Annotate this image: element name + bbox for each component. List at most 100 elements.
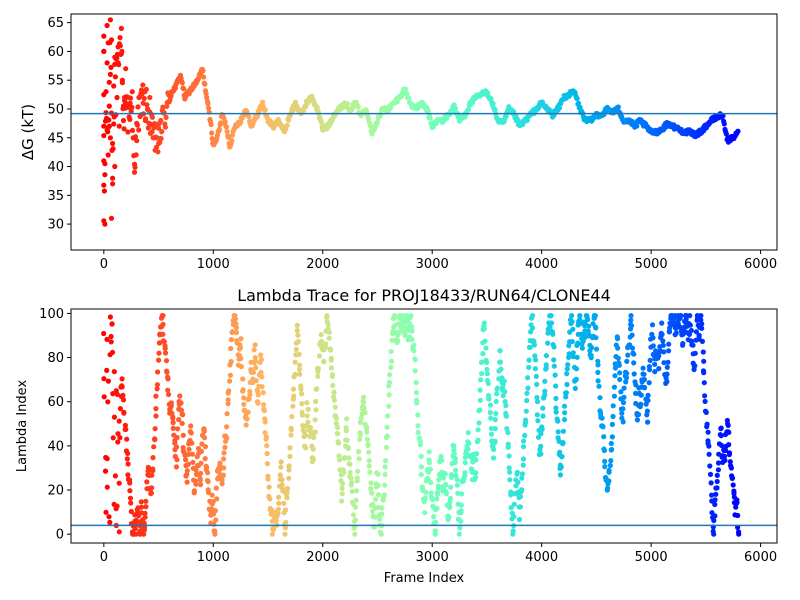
lambda-point <box>335 431 341 437</box>
lambda-point <box>519 475 525 481</box>
lambda-point <box>714 478 720 485</box>
lambda-point <box>551 363 557 369</box>
lambda-point <box>225 401 231 407</box>
lambda-point <box>141 527 147 533</box>
lambda-point <box>454 477 460 483</box>
lambda-point <box>103 509 109 515</box>
lambda-point <box>153 406 159 412</box>
top-chart-y-tick-label: 50 <box>47 102 64 117</box>
lambda-point <box>278 464 284 470</box>
lambda-point <box>109 349 116 355</box>
lambda-point <box>520 456 527 462</box>
lambda-point <box>305 419 311 425</box>
lambda-point <box>220 472 226 478</box>
lambda-point <box>494 391 500 397</box>
lambda-point <box>177 393 183 399</box>
lambda-point <box>361 405 367 411</box>
delta-g-point <box>179 80 185 86</box>
bottom-chart-x-tick-label: 5000 <box>635 550 668 565</box>
delta-g-point <box>132 164 138 170</box>
lambda-point <box>383 444 390 451</box>
lambda-point <box>508 505 514 511</box>
delta-g-point <box>452 105 459 112</box>
lambda-point <box>575 340 581 346</box>
lambda-point <box>413 380 419 386</box>
lambda-point <box>665 359 671 365</box>
lambda-point <box>299 412 305 418</box>
lambda-point <box>564 381 570 388</box>
lambda-point <box>295 338 301 345</box>
lambda-point <box>735 524 741 531</box>
delta-g-point <box>134 120 140 126</box>
lambda-point <box>401 324 407 330</box>
lambda-point <box>149 485 155 491</box>
lambda-point <box>623 379 629 385</box>
lambda-point <box>247 388 253 395</box>
lambda-point <box>224 435 230 441</box>
lambda-point <box>521 438 527 444</box>
lambda-point <box>690 342 696 348</box>
lambda-point <box>337 457 343 463</box>
lambda-point <box>168 403 174 409</box>
lambda-point <box>592 313 598 319</box>
lambda-point <box>530 313 536 319</box>
lambda-point <box>722 457 728 463</box>
lambda-point <box>344 416 350 422</box>
lambda-point <box>162 350 169 356</box>
lambda-point <box>266 484 272 490</box>
bottom-chart-axes-frame <box>70 308 778 544</box>
delta-g-point <box>129 89 135 95</box>
lambda-point <box>326 329 332 335</box>
lambda-point <box>446 514 452 520</box>
lambda-point <box>462 470 468 476</box>
lambda-point <box>411 348 417 354</box>
lambda-point <box>638 392 644 398</box>
delta-g-point <box>110 140 116 147</box>
lambda-point <box>507 477 513 483</box>
lambda-point <box>526 357 532 363</box>
top-chart-x-ticks: 0 1000 2000 3000 4000 5000 6000 <box>100 250 777 272</box>
lambda-point <box>101 394 107 400</box>
lambda-point <box>535 434 542 440</box>
delta-g-point <box>200 68 206 74</box>
lambda-point <box>475 427 481 433</box>
lambda-point <box>386 379 393 386</box>
lambda-point <box>452 455 458 462</box>
delta-g-point <box>107 17 113 23</box>
lambda-point <box>680 341 686 347</box>
lambda-point <box>258 352 264 358</box>
lambda-point <box>426 449 432 455</box>
lambda-point <box>569 339 575 345</box>
lambda-point <box>165 387 171 393</box>
delta-g-point <box>723 131 730 137</box>
lambda-point <box>212 508 218 514</box>
delta-g-point <box>492 107 498 113</box>
lambda-point <box>265 476 271 482</box>
lambda-point <box>453 473 459 479</box>
bottom-chart-y-ticks: 0 20 40 60 80 100 <box>39 307 71 543</box>
lambda-point <box>519 471 526 477</box>
lambda-point <box>631 360 637 366</box>
lambda-point <box>609 446 615 453</box>
lambda-point <box>360 394 367 400</box>
delta-g-point <box>140 100 146 106</box>
lambda-point <box>307 424 313 430</box>
lambda-point <box>156 357 162 363</box>
lambda-point <box>631 371 637 377</box>
lambda-point <box>423 489 429 495</box>
lambda-point <box>428 479 434 486</box>
lambda-point <box>116 480 122 486</box>
lambda-point <box>399 313 405 319</box>
lambda-point <box>150 466 156 472</box>
lambda-point <box>110 391 116 397</box>
lambda-point <box>481 320 487 326</box>
lambda-point <box>221 456 227 462</box>
lambda-point <box>534 381 540 387</box>
delta-g-point <box>110 175 116 181</box>
bottom-chart-x-tick-label: 3000 <box>416 550 449 565</box>
lambda-point <box>206 490 212 496</box>
lambda-point <box>641 376 648 383</box>
lambda-point <box>193 467 199 473</box>
top-chart-y-tick-label: 30 <box>47 218 64 233</box>
lambda-point <box>111 414 117 420</box>
